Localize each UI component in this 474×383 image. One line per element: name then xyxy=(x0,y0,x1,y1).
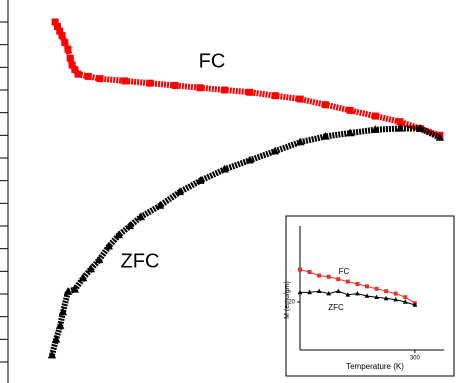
marker xyxy=(58,32,66,40)
marker xyxy=(71,66,79,74)
marker xyxy=(298,267,302,272)
x-axis-label: Temperature (K) xyxy=(346,362,404,371)
marker xyxy=(47,350,57,359)
marker xyxy=(246,88,254,96)
marker xyxy=(94,255,104,264)
annotation: FC xyxy=(339,267,350,276)
marker xyxy=(78,273,88,282)
marker xyxy=(296,137,305,146)
y-tick-label: 20 xyxy=(288,300,295,306)
marker xyxy=(84,72,92,80)
marker xyxy=(245,155,255,164)
marker xyxy=(416,123,425,132)
marker xyxy=(270,146,280,155)
marker xyxy=(321,131,330,140)
annotation: ZFC xyxy=(121,250,160,272)
marker xyxy=(64,45,72,53)
marker xyxy=(326,274,331,279)
marker xyxy=(86,264,96,273)
marker xyxy=(393,297,399,302)
marker xyxy=(326,291,332,296)
marker xyxy=(396,118,404,126)
marker xyxy=(345,292,351,297)
marker xyxy=(371,125,380,133)
marker xyxy=(171,81,179,89)
marker xyxy=(412,302,418,307)
marker xyxy=(155,201,165,209)
marker xyxy=(63,287,73,295)
marker xyxy=(371,112,379,120)
marker xyxy=(121,77,129,85)
marker xyxy=(395,123,405,132)
marker xyxy=(355,282,360,286)
series-line xyxy=(52,20,441,139)
marker xyxy=(317,273,322,278)
marker xyxy=(345,128,355,137)
marker xyxy=(221,86,229,94)
marker xyxy=(70,284,80,293)
marker xyxy=(96,75,104,83)
marker xyxy=(66,54,74,62)
x-tick-label: 300 xyxy=(410,356,421,362)
marker xyxy=(58,307,68,316)
marker xyxy=(374,286,379,291)
marker xyxy=(364,293,370,298)
annotation: FC xyxy=(199,50,226,72)
marker xyxy=(175,187,184,196)
marker xyxy=(114,230,124,239)
marker xyxy=(196,176,205,184)
marker xyxy=(271,92,279,100)
marker xyxy=(296,95,304,103)
marker xyxy=(384,289,389,294)
marker xyxy=(136,212,146,221)
annotation: ZFC xyxy=(328,303,344,312)
marker xyxy=(345,279,350,284)
marker xyxy=(51,334,61,343)
marker xyxy=(104,241,113,250)
marker xyxy=(53,23,61,31)
marker xyxy=(74,70,82,78)
marker xyxy=(316,288,322,293)
marker xyxy=(393,291,398,296)
marker xyxy=(307,289,312,295)
marker xyxy=(355,291,360,296)
marker xyxy=(435,133,445,141)
marker xyxy=(335,288,341,293)
marker xyxy=(125,221,135,230)
marker xyxy=(297,289,303,295)
marker xyxy=(220,164,229,173)
marker xyxy=(383,295,389,301)
marker xyxy=(321,101,329,109)
marker xyxy=(365,284,369,289)
marker xyxy=(61,38,69,46)
y-axis-label: M (emu/gm) xyxy=(284,281,291,319)
marker xyxy=(374,294,379,299)
marker xyxy=(56,321,65,329)
marker xyxy=(196,84,204,92)
marker xyxy=(336,277,341,282)
marker xyxy=(307,270,312,274)
marker xyxy=(51,18,59,26)
marker xyxy=(403,295,408,300)
marker xyxy=(402,299,408,304)
marker xyxy=(68,61,76,69)
marker xyxy=(146,79,154,87)
marker xyxy=(346,106,354,114)
marker xyxy=(56,27,64,35)
